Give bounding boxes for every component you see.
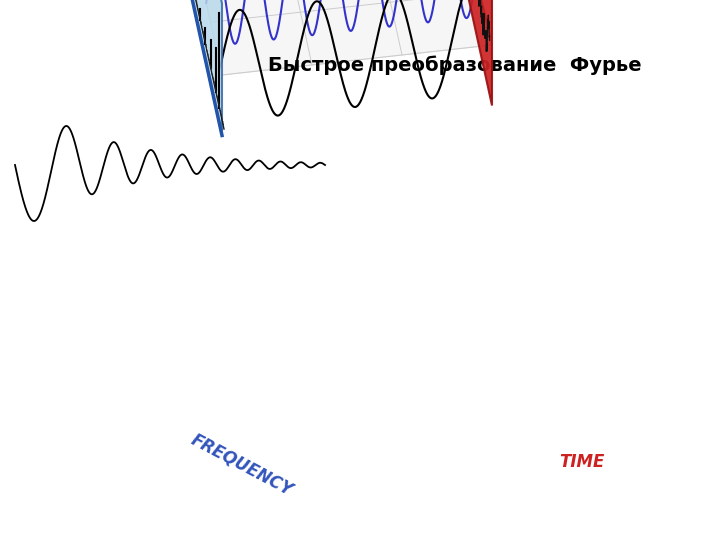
Polygon shape: [457, 0, 492, 105]
Polygon shape: [187, 0, 222, 136]
Polygon shape: [187, 0, 492, 75]
Text: FREQUENCY: FREQUENCY: [188, 430, 296, 500]
Text: Быстрое преобразование  Фурье: Быстрое преобразование Фурье: [268, 55, 642, 75]
Text: TIME: TIME: [559, 453, 605, 471]
